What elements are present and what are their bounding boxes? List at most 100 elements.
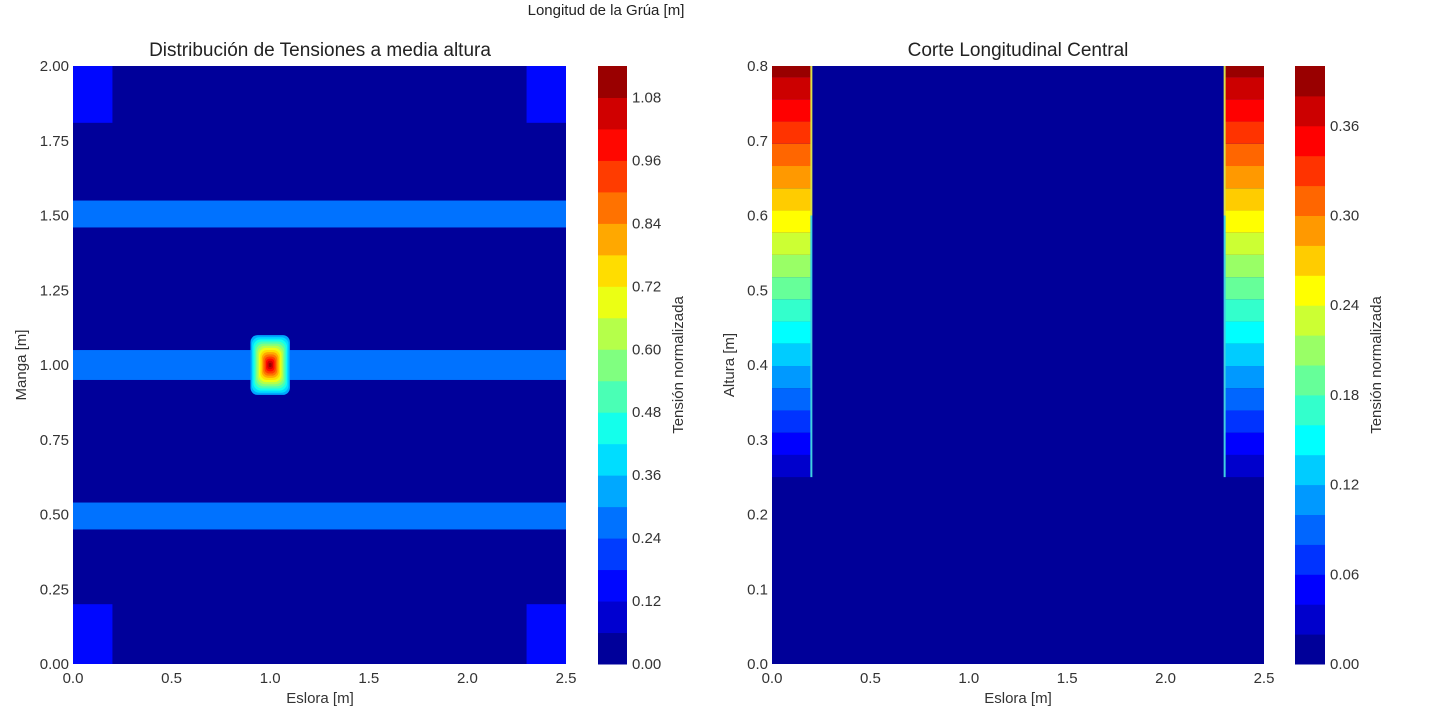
colorbar-level [598, 380, 627, 413]
heatmap-edge-band [1224, 432, 1264, 455]
y-tick-label: 2.00 [40, 58, 69, 75]
colorbar-tick-label: 0.96 [632, 152, 661, 169]
y-tick-label: 1.75 [40, 133, 69, 150]
colorbar-tick-label: 0.48 [632, 404, 661, 421]
colorbar-level [1295, 574, 1325, 605]
x-tick-label: 0.0 [762, 670, 783, 687]
x-tick-label: 1.5 [1057, 670, 1078, 687]
heatmap-edge-band [772, 321, 812, 344]
heatmap-peak-contour [268, 362, 272, 368]
x-tick-label: 2.5 [1254, 670, 1275, 687]
colorbar-tick-label: 1.08 [632, 89, 661, 106]
colorbar-level [598, 254, 627, 287]
x-tick-label: 2.0 [457, 670, 478, 687]
colorbar-level [1295, 185, 1325, 216]
y-tick-label: 0.75 [40, 432, 69, 449]
colorbar-level [1295, 514, 1325, 545]
colorbar-level [598, 538, 627, 571]
y-tick-label: 0.5 [747, 282, 768, 299]
y-tick-label: 0.00 [40, 656, 69, 673]
heatmap-edge-band [772, 121, 812, 144]
heatmap-edge-band [1224, 277, 1264, 300]
y-tick-label: 0.6 [747, 208, 768, 225]
figure-suptitle: Longitud de la Grúa [m] [528, 2, 685, 19]
colorbar-tick-label: 0.60 [632, 341, 661, 358]
x-tick-label: 0.0 [63, 670, 84, 687]
colorbar-level [598, 601, 627, 634]
colorbar-level [1295, 394, 1325, 426]
heatmap-region [73, 604, 113, 664]
heatmap-edge-band [772, 254, 812, 278]
panel-1-y-label: Manga [m] [13, 330, 30, 401]
y-tick-label: 1.25 [40, 282, 69, 299]
panel-2-colorbar-label: Tensión normalizada [1368, 296, 1385, 434]
heatmap-region [526, 604, 566, 664]
panel-2-y-axis: 0.0 0.1 0.2 0.3 0.4 0.5 0.6 0.7 0.8 [747, 58, 768, 673]
colorbar-level [1295, 484, 1325, 515]
x-tick-label: 0.5 [860, 670, 881, 687]
panel-1-colorbar-label: Tensión normalizada [670, 296, 687, 434]
heatmap-edge-band [1224, 188, 1264, 211]
colorbar-level [598, 569, 627, 602]
panel-1-x-label: Eslora [m] [286, 690, 354, 706]
colorbar-level [598, 349, 627, 382]
heatmap-edge-band [772, 454, 812, 478]
colorbar-level [1295, 305, 1325, 336]
heatmap-edge-band [772, 277, 812, 300]
colorbar-level [598, 160, 627, 193]
colorbar-level [1295, 95, 1325, 127]
heatmap-edge-band [1224, 454, 1264, 478]
y-tick-label: 0.0 [747, 656, 768, 673]
colorbar-tick-label: 0.72 [632, 278, 661, 295]
y-tick-label: 0.4 [747, 357, 768, 374]
y-tick-label: 1.50 [40, 208, 69, 225]
heatmap-panel-1: Distribución de Tensiones a media altura… [13, 40, 687, 706]
x-tick-label: 2.5 [556, 670, 577, 687]
y-tick-label: 0.25 [40, 581, 69, 598]
colorbar-level [598, 66, 627, 98]
heatmap-edge-band [1224, 388, 1264, 411]
colorbar-level [1295, 245, 1325, 276]
panel-1-colorbar-ticks: 0.00 0.12 0.24 0.36 0.48 0.60 0.72 0.84 0.96 1.08 [632, 89, 661, 673]
colorbar-level [1295, 604, 1325, 635]
panel-2-y-label: Altura [m] [721, 333, 738, 397]
colorbar-level [1295, 275, 1325, 306]
heatmap-region [73, 350, 566, 380]
heatmap-edge-band [772, 232, 812, 255]
x-tick-label: 1.0 [260, 670, 281, 687]
colorbar-level [1295, 634, 1325, 665]
x-tick-label: 1.5 [358, 670, 379, 687]
heatmap-edge-band [772, 299, 812, 322]
heatmap-region [73, 66, 113, 123]
panel-2-x-label: Eslora [m] [984, 690, 1052, 706]
heatmap-edge-band [772, 366, 812, 389]
heatmap-edge-band [772, 166, 812, 189]
heatmap-edge-band [1224, 254, 1264, 278]
y-tick-label: 0.50 [40, 507, 69, 524]
heatmap-background [772, 66, 1264, 664]
panel-1-x-axis: 0.0 0.5 1.0 1.5 2.0 2.5 [63, 670, 577, 687]
panel-2-colorbar-ticks: 0.00 0.06 0.12 0.18 0.24 0.30 0.36 [1330, 118, 1359, 673]
heatmap-edge-band [1224, 366, 1264, 389]
y-tick-label: 0.7 [747, 133, 768, 150]
heatmap-edge-band [772, 410, 812, 433]
heatmap-edge-band [772, 432, 812, 455]
panel-1-colorbar [598, 66, 627, 665]
heatmap-edge-band [772, 77, 812, 100]
colorbar-level [1295, 66, 1325, 97]
heatmap-edge-band [1224, 321, 1264, 344]
panel-1-plot-area [73, 66, 566, 664]
colorbar-level [1295, 155, 1325, 187]
colorbar-tick-label: 0.18 [1330, 387, 1359, 404]
heatmap-edge-band [772, 210, 812, 233]
y-tick-label: 0.8 [747, 58, 768, 75]
colorbar-level [1295, 544, 1325, 575]
panel-1-title: Distribución de Tensiones a media altura [149, 40, 491, 61]
heatmap-edge-band [772, 143, 812, 167]
colorbar-tick-label: 0.84 [632, 215, 661, 232]
colorbar-tick-label: 0.30 [1330, 208, 1359, 225]
colorbar-tick-label: 0.36 [632, 467, 661, 484]
heatmap-edge-band [1224, 166, 1264, 189]
colorbar-level [598, 223, 627, 256]
heatmap-edge-band [1224, 210, 1264, 233]
